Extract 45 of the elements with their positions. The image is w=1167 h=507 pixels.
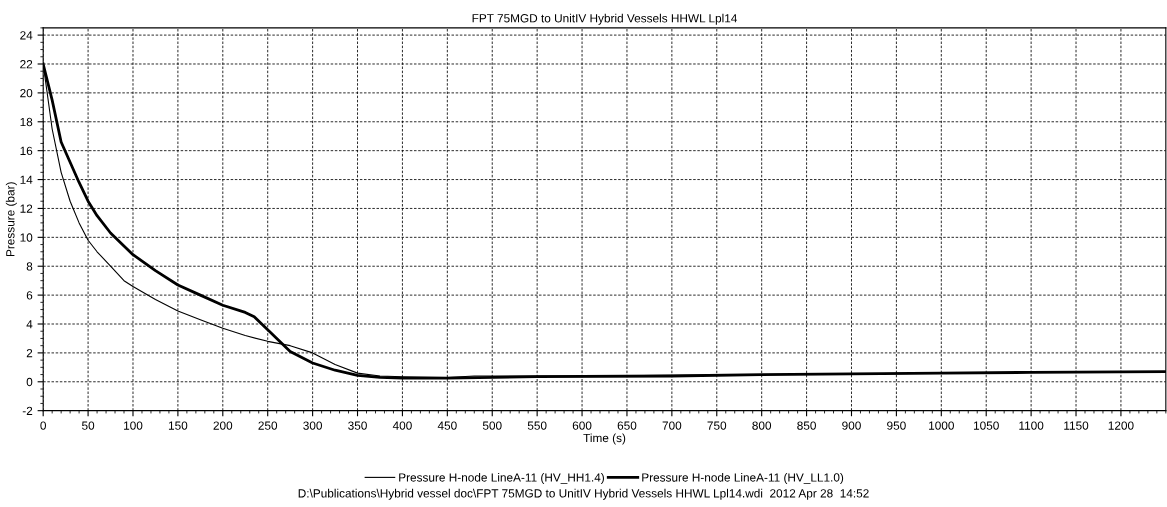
x-tick-label: 100 — [124, 421, 143, 430]
x-tick-label: 750 — [707, 421, 727, 430]
y-tick-label: 10 — [20, 233, 33, 242]
x-tick-label: 1050 — [973, 421, 999, 430]
y-tick-label: 24 — [20, 31, 33, 40]
y-tick-label: 14 — [20, 175, 33, 184]
x-tick-label: 200 — [213, 421, 233, 430]
y-tick-label: 18 — [20, 117, 33, 127]
legend-label: Pressure H-node LineA-11 (HV_LL1.0) — [642, 472, 844, 484]
x-tick-label: 400 — [392, 421, 412, 430]
x-tick-label: 1100 — [1019, 421, 1044, 430]
x-tick-label: 250 — [258, 421, 278, 430]
x-tick-label: 350 — [348, 421, 367, 430]
y-tick-label: 4 — [26, 320, 33, 329]
y-tick-label: 8 — [26, 262, 33, 271]
x-tick-label: 300 — [303, 421, 322, 430]
x-tick-label: 1150 — [1064, 421, 1089, 430]
y-tick-label: 12 — [20, 204, 33, 213]
x-tick-label: 800 — [752, 421, 772, 430]
x-tick-label: 950 — [887, 421, 906, 430]
x-tick-label: 550 — [527, 421, 547, 430]
x-tick-label: 1200 — [1108, 421, 1134, 430]
x-tick-label: 0 — [40, 421, 46, 430]
chart-title: FPT 75MGD to UnitIV Hybrid Vessels HHWL Lpl14 — [472, 13, 738, 25]
x-tick-label: 700 — [662, 421, 682, 430]
x-tick-label: 450 — [437, 421, 457, 430]
y-axis-title: Pressure (bar) — [5, 182, 17, 257]
y-tick-label: 6 — [26, 291, 33, 300]
x-axis-title: Time (s) — [583, 433, 626, 445]
y-tick-label: -2 — [22, 406, 33, 415]
text: D:\Publications\Hybrid vessel doc\FPT 75MGD to UnitIV Hybrid Vessels HHWL Lpl14.wdi 2012 Apr 28 14:52 — [298, 488, 869, 500]
legend-label: Pressure H-node LineA-11 (HV_HH1.4) — [399, 472, 604, 484]
x-tick-label: 50 — [81, 421, 95, 430]
y-tick-label: 22 — [20, 60, 33, 69]
x-tick-label: 850 — [797, 421, 816, 430]
y-tick-label: 0 — [26, 377, 33, 387]
x-tick-label: 650 — [617, 421, 637, 430]
y-tick-label: 20 — [20, 88, 33, 98]
x-tick-label: 900 — [842, 421, 861, 430]
x-tick-label: 500 — [482, 421, 502, 430]
y-tick-label: 16 — [20, 146, 33, 156]
x-tick-label: 600 — [572, 421, 592, 430]
x-tick-label: 1000 — [929, 421, 954, 430]
x-tick-label: 150 — [168, 421, 188, 430]
y-tick-label: 2 — [26, 348, 33, 358]
